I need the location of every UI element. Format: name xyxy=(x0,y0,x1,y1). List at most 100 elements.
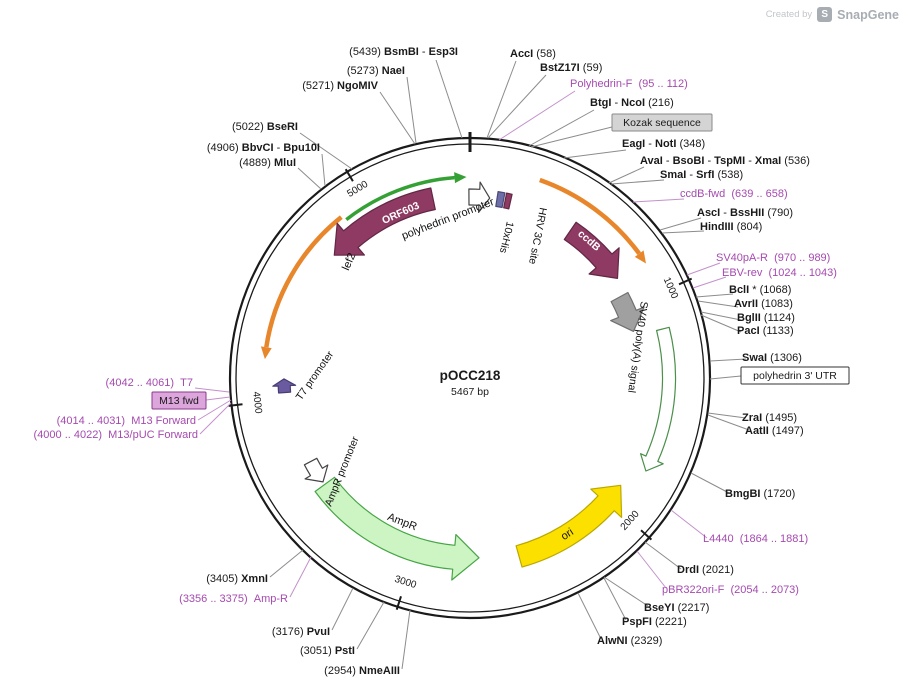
feature-label-ori: ori xyxy=(559,526,576,543)
callout-line-avrii xyxy=(697,300,739,308)
callout-polyhedrin-f: Polyhedrin-F (95 .. 112) xyxy=(498,78,688,141)
callout-line-xmni xyxy=(269,549,304,578)
tick-label-1000: 1000 xyxy=(661,276,680,301)
callout-smai-srfi: SmaI - SrfI (538) xyxy=(610,169,743,185)
callout-line-kozak-sequence xyxy=(530,126,613,148)
callout-bmgbi: BmgBI (1720) xyxy=(690,472,795,500)
callout-label-bstz17i: BstZ17I (59) xyxy=(540,62,602,74)
tick-label-3000: 3000 xyxy=(393,574,418,591)
callout-label-bbvci-bpu10i: (4906) BbvCI - Bpu10I xyxy=(207,142,320,154)
callout-label-swai: SwaI (1306) xyxy=(742,352,802,364)
callout-ccdb-fwd: ccdB-fwd (639 .. 658) xyxy=(632,188,788,203)
callout-label-bglii: BglII (1124) xyxy=(737,312,795,324)
callout-line-aatii xyxy=(707,414,750,431)
callout-bcli: BclI * (1068) xyxy=(695,284,791,298)
callout-avai-bsobi-tspmi-xmai: AvaI - BsoBI - TspMI - XmaI (536) xyxy=(608,155,810,184)
callout-line-bstz17i xyxy=(487,74,547,139)
callout-line-pspfi xyxy=(603,577,627,621)
callout-line-polyhedrin-f xyxy=(498,90,576,141)
callout-label-ccdb-fwd: ccdB-fwd (639 .. 658) xyxy=(680,188,788,200)
callout-hindiii: HindIII (804) xyxy=(661,221,762,234)
feature-orf603 xyxy=(333,187,436,256)
callout-label-l4440: L4440 (1864 .. 1881) xyxy=(703,533,808,545)
callout-mlui: (4889) MluI xyxy=(239,157,322,190)
callout-line-ngomiv xyxy=(379,91,416,145)
callout-sv40pa-r: SV40pA-R (970 .. 989) xyxy=(686,252,830,276)
feature-ccdb xyxy=(563,221,620,279)
feature-polyhedrin-promoter xyxy=(345,175,455,221)
callout-line-bcli xyxy=(695,293,734,298)
callout-label-asci-bsshii: AscI - BssHII (790) xyxy=(697,207,793,219)
feature-lef2 xyxy=(264,215,343,348)
callout-label-eagi-noti: EagI - NotI (348) xyxy=(622,138,705,150)
callout-l4440: L4440 (1864 .. 1881) xyxy=(670,509,808,545)
callout-line-psti xyxy=(356,601,385,650)
feature-orange-arc-right-arrowhead xyxy=(634,250,646,264)
callout-line-pvui xyxy=(331,587,354,631)
plasmid-size: 5467 bp xyxy=(451,386,489,398)
callout-ngomiv: (5271) NgoMIV xyxy=(302,80,416,145)
callout-line-bbvci-bpu10i xyxy=(321,153,326,187)
callout-line-bmgbi xyxy=(690,472,730,494)
callout-box-label-polyhedrin-3utr: polyhedrin 3' UTR xyxy=(753,370,837,382)
callout-label-sv40pa-r: SV40pA-R (970 .. 989) xyxy=(716,252,830,264)
callout-bglii: BglII (1124) xyxy=(700,311,795,324)
boxed-callout-m13-fwd: M13 fwd xyxy=(151,391,231,410)
callout-label-m13-puc-forward: (4000 .. 4022) M13/pUC Forward xyxy=(34,429,198,441)
tick-mark-5000 xyxy=(344,168,354,182)
callout-line-m13-fwd xyxy=(205,396,231,401)
callout-label-bsmbi-esp3i: (5439) BsmBI - Esp3I xyxy=(349,46,458,58)
callout-label-alwni: AlwNI (2329) xyxy=(597,635,662,647)
callout-eagi-noti: EagI - NotI (348) xyxy=(563,138,705,159)
plasmid-name: pOCC218 xyxy=(440,368,501,383)
tick-mark-3000 xyxy=(395,595,402,611)
watermark-brand: SnapGene xyxy=(837,7,899,22)
callout-bstz17i: BstZ17I (59) xyxy=(487,62,602,139)
callout-bbvci-bpu10i: (4906) BbvCI - Bpu10I xyxy=(207,142,326,187)
callout-box-label-kozak-sequence: Kozak sequence xyxy=(623,117,701,129)
snapgene-logo-icon: S xyxy=(817,7,833,22)
callout-label-hindiii: HindIII (804) xyxy=(700,221,762,233)
feature-polyhedrin-3utr xyxy=(640,326,677,472)
callout-box-polyhedrin-3utr xyxy=(740,366,850,385)
callout-line-ebv-rev xyxy=(692,276,727,289)
callout-label-m13-forward: (4014 .. 4031) M13 Forward xyxy=(57,415,196,427)
callout-label-mlui: (4889) MluI xyxy=(239,157,296,169)
callout-label-nmeaiii: (2954) NmeAIII xyxy=(324,665,400,677)
callout-label-btgi-ncoi: BtgI - NcoI (216) xyxy=(590,97,674,109)
callout-line-polyhedrin-3utr xyxy=(709,375,742,380)
callout-label-bseyi: BseYI (2217) xyxy=(644,602,709,614)
callout-line-btgi-ncoi xyxy=(528,109,595,147)
callout-amp-r: (3356 .. 3375) Amp-R xyxy=(179,556,312,605)
callout-bseri: (5022) BseRI xyxy=(232,121,353,170)
callout-line-acci xyxy=(486,60,517,139)
callout-label-bseri: (5022) BseRI xyxy=(232,121,298,133)
callout-label-psti: (3051) PstI xyxy=(300,645,355,657)
callout-label-ngomiv: (5271) NgoMIV xyxy=(302,80,378,92)
callout-line-bsmbi-esp3i xyxy=(435,59,463,139)
callout-bseyi: BseYI (2217) xyxy=(603,576,709,614)
feature-label-hrv3c: HRV 3C site xyxy=(526,206,549,265)
callout-pvui: (3176) PvuI xyxy=(272,587,354,638)
callout-line-hindiii xyxy=(661,230,705,234)
callout-line-drdi xyxy=(644,541,682,570)
tick-mark-1000 xyxy=(678,277,693,286)
callout-acci: AccI (58) xyxy=(486,48,556,139)
callout-pbr322ori-f: pBR322ori-F (2054 .. 2073) xyxy=(636,550,799,596)
callout-box-label-m13-fwd: M13 fwd xyxy=(159,395,199,407)
feature-polyhedrin-promoter-arrowhead xyxy=(454,172,467,184)
callout-label-ebv-rev: EBV-rev (1024 .. 1043) xyxy=(722,267,837,279)
callout-label-bcli: BclI * (1068) xyxy=(729,284,791,296)
callout-line-swai xyxy=(709,358,747,362)
callout-line-l4440 xyxy=(670,509,708,539)
callout-line-mlui xyxy=(297,167,322,190)
tick-label-2000: 2000 xyxy=(619,508,642,532)
callout-avrii: AvrII (1083) xyxy=(697,298,793,310)
feature-label-t7-promoter: T7 promoter xyxy=(294,349,337,403)
callout-line-bglii xyxy=(700,311,742,321)
callout-label-polyhedrin-f: Polyhedrin-F (95 .. 112) xyxy=(570,78,688,90)
callout-line-asci-bsshii xyxy=(659,217,702,231)
callout-nmeaiii: (2954) NmeAIII xyxy=(324,609,411,677)
callout-box-m13-fwd xyxy=(151,391,207,410)
